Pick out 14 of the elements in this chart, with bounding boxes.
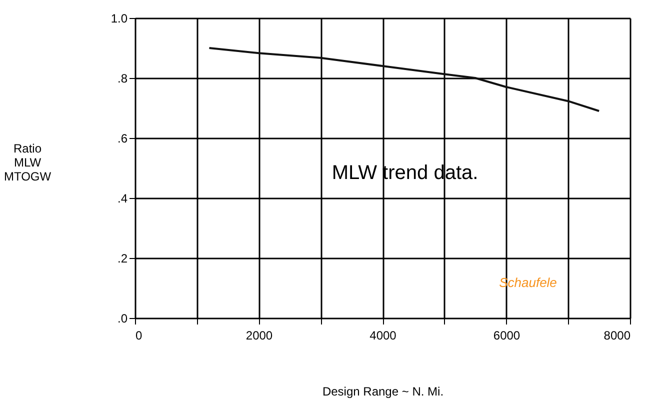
y-tick-label: .0 — [117, 312, 128, 326]
y-tick-label: .4 — [117, 192, 128, 206]
y-tick-label: .2 — [117, 252, 128, 266]
x-tick-label: 0 — [136, 328, 142, 342]
x-tick-label: 6000 — [493, 328, 520, 342]
x-axis-title: Design Range ~ N. Mi. — [322, 384, 444, 398]
y-tick-label: .8 — [117, 72, 128, 86]
x-tick-label: 4000 — [370, 328, 397, 342]
x-tick-label: 2000 — [246, 328, 273, 342]
y-tick-label: 1.0 — [110, 12, 128, 26]
line-series — [208, 47, 600, 112]
x-tick-label: 8000 — [604, 328, 631, 342]
y-tick-label: .6 — [117, 132, 128, 146]
y-axis-title: Ratio MLW MTOGW — [4, 142, 52, 184]
